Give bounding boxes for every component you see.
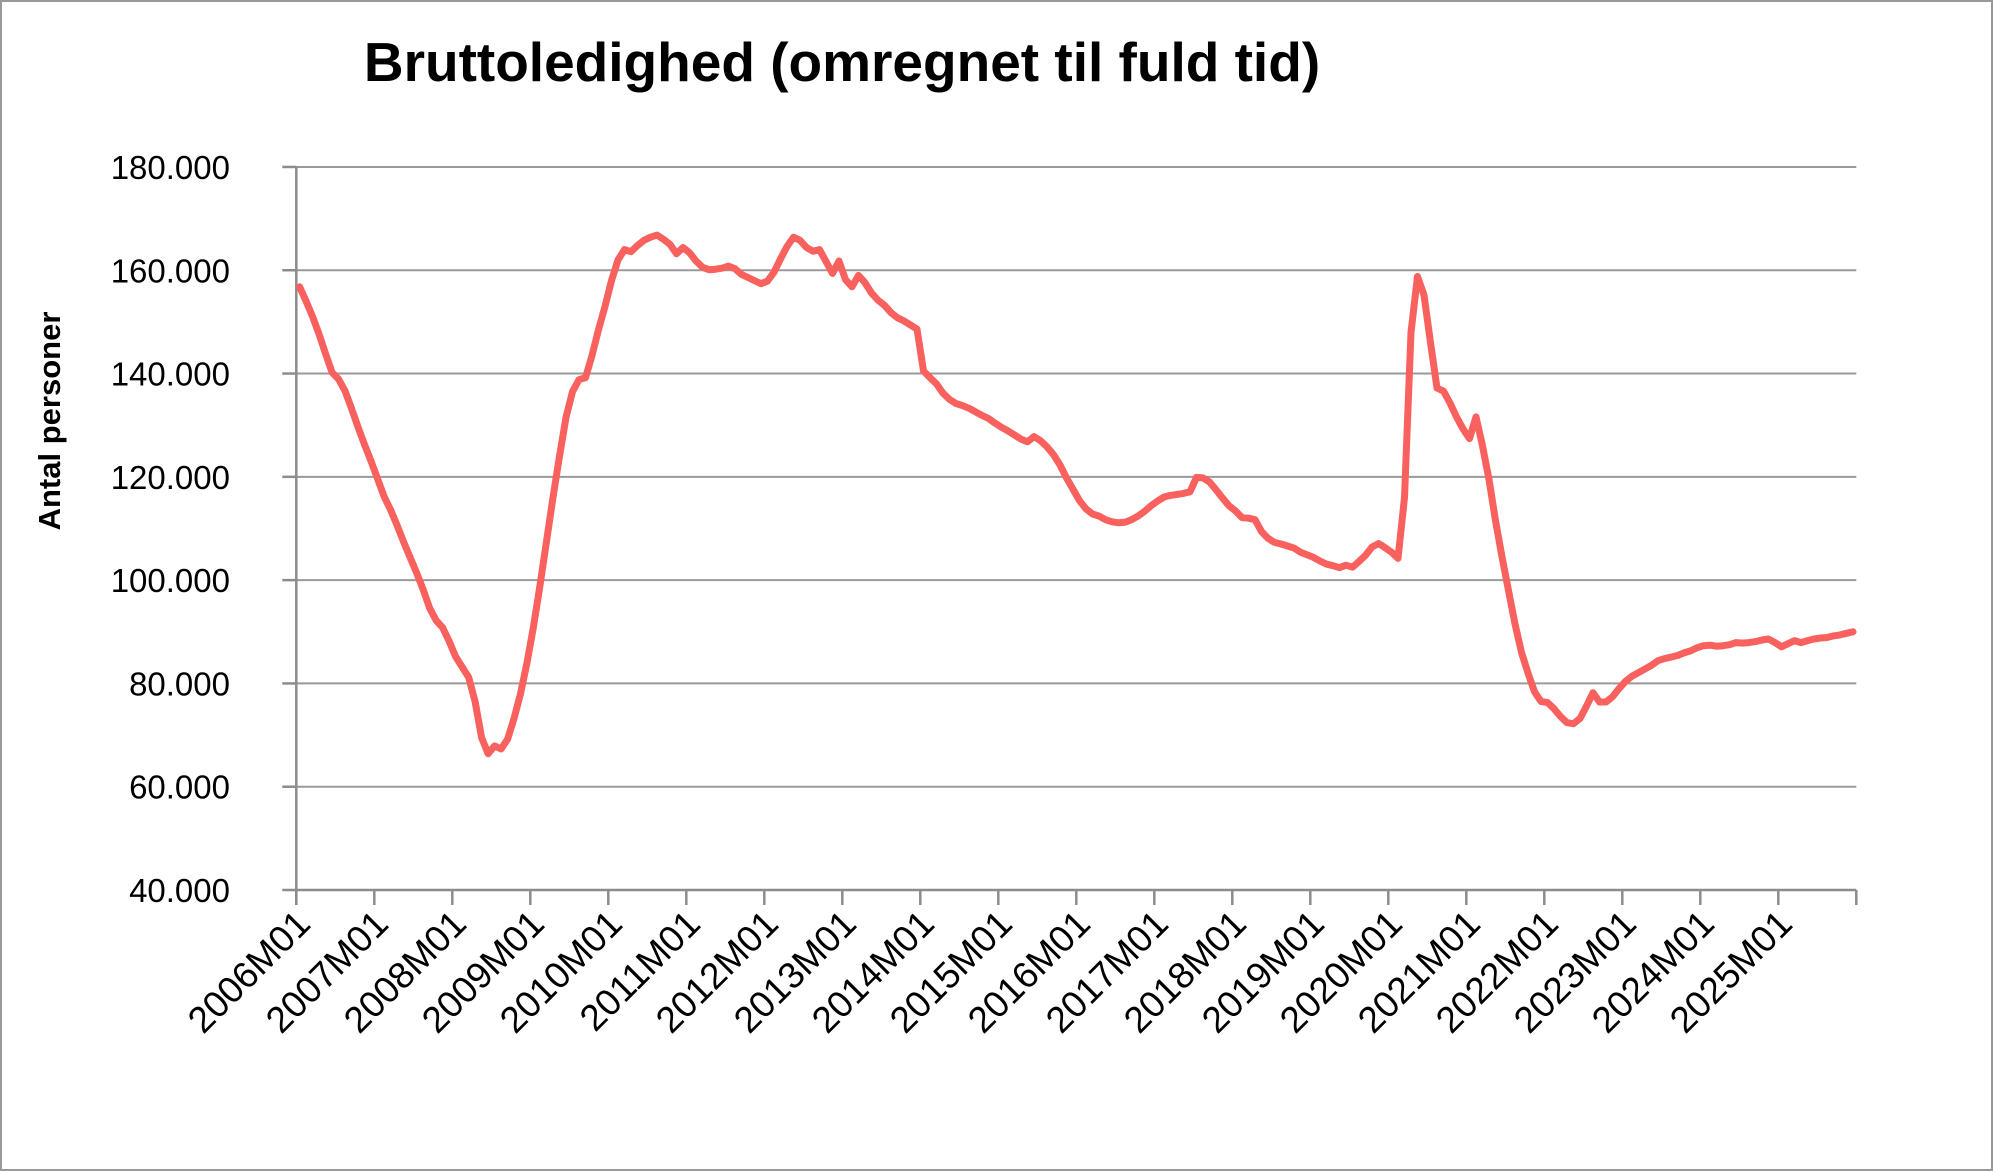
y-tick-label: 100.000 <box>111 562 230 599</box>
y-tick-label: 180.000 <box>111 149 230 186</box>
data-line-bruttoledighed <box>296 231 1857 758</box>
y-tick-label: 40.000 <box>129 872 230 909</box>
y-tick-label: 160.000 <box>111 252 230 289</box>
y-tick-label: 80.000 <box>129 665 230 702</box>
y-tick-label: 60.000 <box>129 769 230 806</box>
y-axis-title: Antal personer <box>32 311 67 531</box>
y-tick-label: 120.000 <box>111 459 230 496</box>
y-tick-label: 140.000 <box>111 356 230 393</box>
page-title: Bruttoledighed (omregnet til fuld tid) <box>363 31 1321 93</box>
